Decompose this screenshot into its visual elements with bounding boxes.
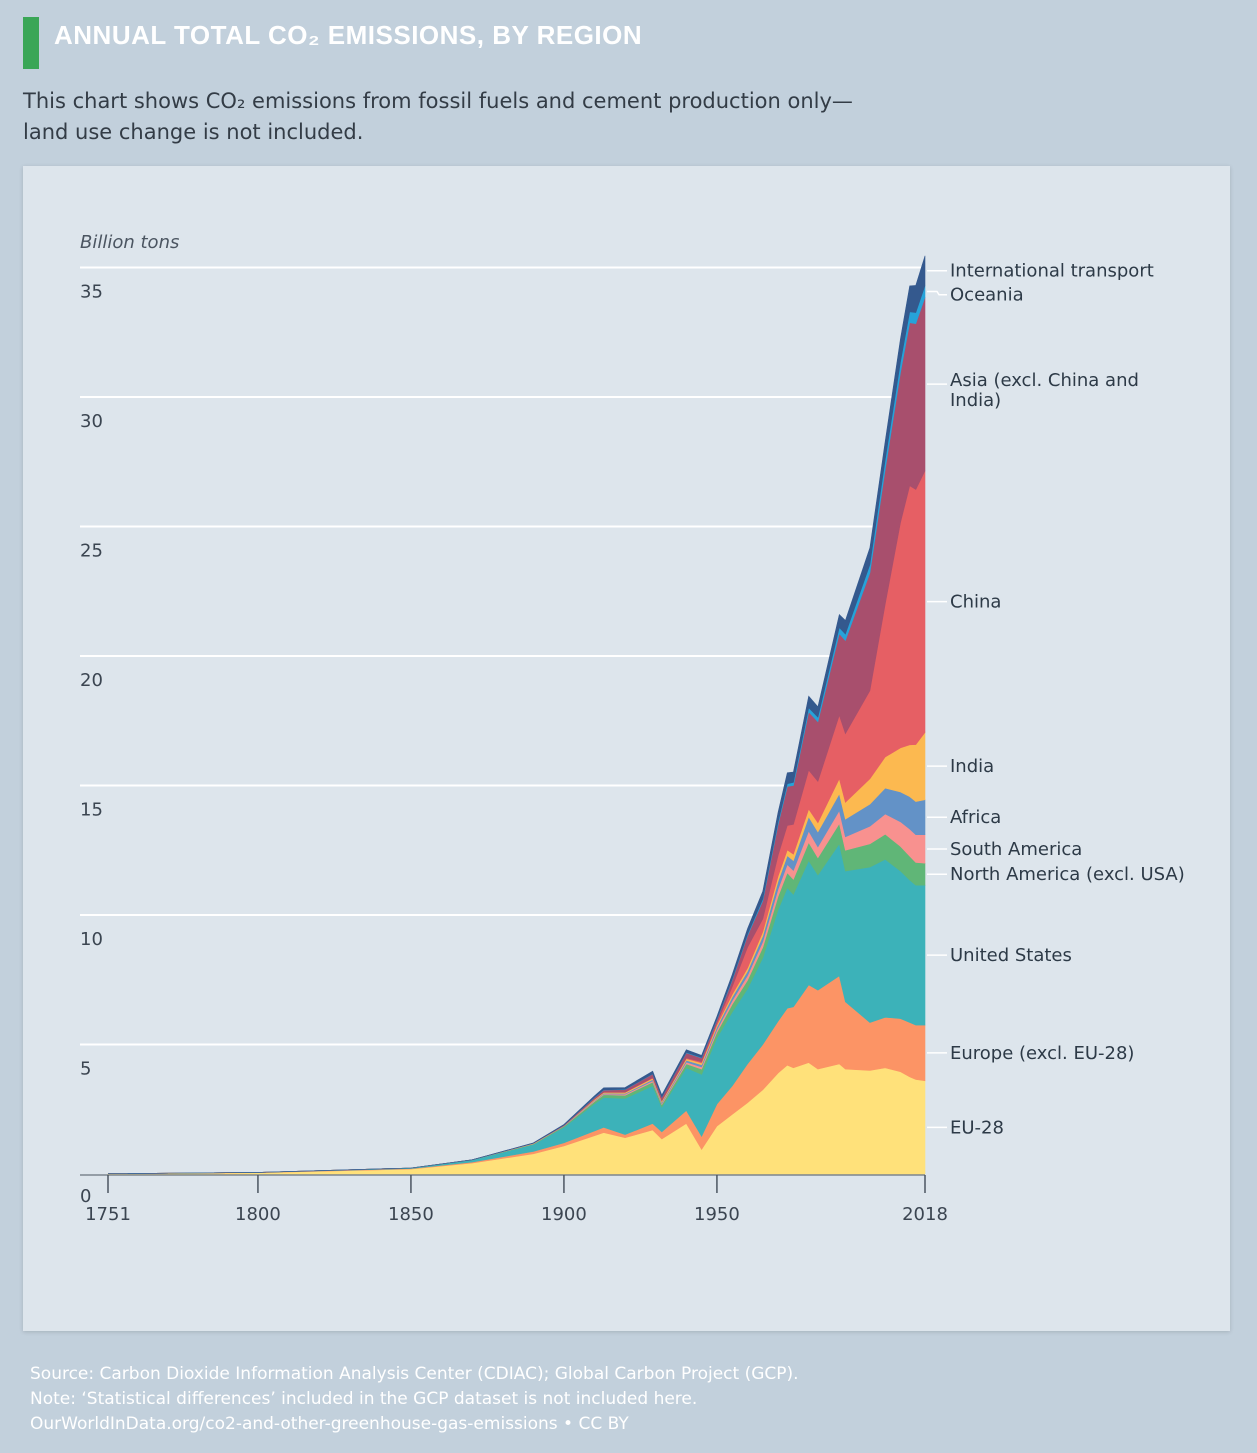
- footer: Source: Carbon Dioxide Information Analy…: [30, 1362, 799, 1437]
- series-label-1: Europe (excl. EU-28): [950, 1043, 1134, 1064]
- y-tick-label-35: 35: [80, 282, 103, 303]
- x-tick-label-2018: 2018: [902, 1204, 948, 1225]
- x-tick-label-1800: 1800: [235, 1204, 281, 1225]
- chart-title: ANNUAL TOTAL CO₂ EMISSIONS, BY REGION: [54, 20, 643, 50]
- series-label-4: South America: [950, 839, 1082, 860]
- y-tick-label-5: 5: [80, 1059, 91, 1080]
- x-axis: 1751 1800 1850 1900 1950 2018: [80, 1174, 948, 1225]
- y-tick-label-20: 20: [80, 670, 103, 691]
- series-areas: [107, 255, 926, 1175]
- series-label-5: Africa: [950, 807, 1001, 828]
- series-label-9: Oceania: [950, 285, 1024, 306]
- chart-subtitle: This chart shows CO₂ emissions from foss…: [23, 86, 883, 148]
- y-tick-label-10: 10: [80, 929, 103, 950]
- source-note: Source: Carbon Dioxide Information Analy…: [30, 1364, 799, 1384]
- series-label-line-2: India): [950, 390, 1001, 411]
- y-tick-label-0: 0: [80, 1186, 91, 1207]
- y-tick-label-25: 25: [80, 541, 103, 562]
- subtitle-line-2: land use change is not included.: [23, 120, 364, 144]
- x-tick-label-1950: 1950: [694, 1204, 740, 1225]
- y-tick-label-15: 15: [80, 800, 103, 821]
- source-url: OurWorldInData.org/co2-and-other-greenho…: [30, 1414, 629, 1434]
- series-label-10: International transport: [950, 261, 1154, 282]
- series-label-7: China: [950, 592, 1001, 613]
- x-tick-label-1900: 1900: [541, 1204, 587, 1225]
- y-axis-label: Billion tons: [80, 232, 179, 253]
- x-tick-label-1751: 1751: [85, 1204, 131, 1225]
- x-tick-label-1850: 1850: [388, 1204, 434, 1225]
- statistical-note: Note: ‘Statistical differences’ included…: [30, 1389, 698, 1409]
- y-tick-label-30: 30: [80, 411, 103, 432]
- area-series-10: [107, 255, 926, 1174]
- title-accent-bar: [23, 17, 39, 69]
- chart-panel: 0 5 10 15 20 25 30 35 1751 1800 1850 1900 1950 2018 …: [23, 166, 1230, 1331]
- series-label-2: United States: [950, 945, 1072, 966]
- series-label-3: North America (excl. USA): [950, 864, 1185, 885]
- subtitle-line-1: This chart shows CO₂ emissions from foss…: [23, 89, 853, 113]
- series-labels: EU-28 Europe (excl. EU-28) United States No…: [927, 261, 1185, 1138]
- label-connector-9: [927, 290, 947, 296]
- series-label-line-1: Asia (excl. China and: [950, 370, 1139, 391]
- series-label-6: India: [950, 756, 994, 777]
- series-label-8: Asia (excl. China and India): [950, 370, 1139, 411]
- series-label-0: EU-28: [950, 1117, 1004, 1138]
- area-series-0: [107, 1062, 926, 1175]
